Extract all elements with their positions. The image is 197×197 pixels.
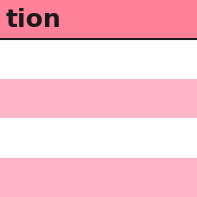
Bar <box>0 0 197 39</box>
Bar <box>0 79 197 118</box>
Bar <box>0 118 197 158</box>
Text: tion: tion <box>6 8 62 32</box>
Bar <box>0 39 197 79</box>
Bar <box>0 158 197 197</box>
